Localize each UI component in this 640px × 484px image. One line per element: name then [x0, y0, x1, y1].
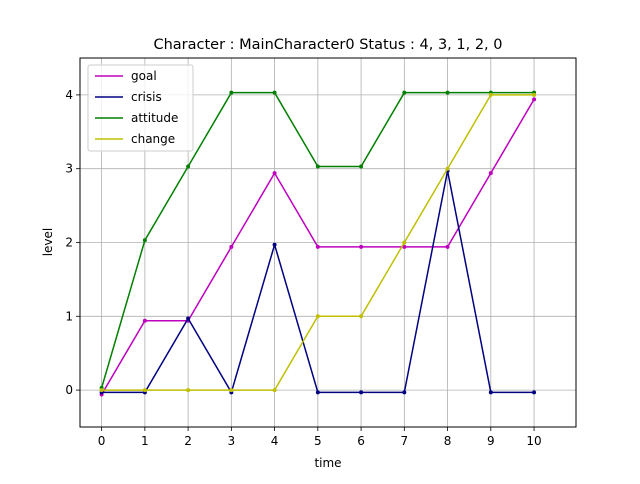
data-point-crisis: [186, 316, 191, 321]
data-point-change: [99, 388, 104, 393]
data-point-attitude: [142, 238, 147, 243]
data-point-goal: [229, 244, 234, 249]
data-point-crisis: [272, 242, 277, 247]
legend-label-goal: goal: [131, 69, 157, 83]
legend-label-change: change: [131, 132, 175, 146]
x-tick-label: 9: [487, 434, 495, 448]
data-point-change: [142, 388, 147, 393]
data-point-change: [315, 314, 320, 319]
data-point-change: [272, 388, 277, 393]
data-point-crisis: [488, 390, 493, 395]
legend: goal crisis attitude change: [87, 64, 194, 152]
data-point-goal: [488, 171, 493, 176]
data-point-attitude: [359, 164, 364, 169]
legend-label-attitude: attitude: [131, 111, 178, 125]
y-tick-label: 1: [65, 309, 73, 323]
data-point-goal: [532, 97, 537, 102]
x-tick-label: 2: [184, 434, 192, 448]
y-tick-label: 3: [65, 162, 73, 176]
data-point-goal: [142, 318, 147, 323]
data-point-crisis: [532, 390, 537, 395]
data-point-change: [532, 92, 537, 97]
data-point-attitude: [402, 90, 407, 95]
data-point-attitude: [229, 90, 234, 95]
data-point-change: [445, 166, 450, 171]
data-point-change: [359, 314, 364, 319]
data-point-goal: [445, 244, 450, 249]
y-tick-label: 4: [65, 88, 73, 102]
y-tick-label: 0: [65, 383, 73, 397]
x-tick-label: 4: [271, 434, 279, 448]
x-tick-label: 0: [98, 434, 106, 448]
x-tick-label: 10: [526, 434, 541, 448]
data-point-attitude: [445, 90, 450, 95]
data-point-crisis: [359, 390, 364, 395]
legend-box: [87, 64, 194, 152]
y-tick-label: 2: [65, 236, 73, 250]
x-tick-label: 6: [357, 434, 365, 448]
chart-title: Character : MainCharacter0 Status : 4, 3…: [153, 37, 502, 53]
data-point-goal: [272, 171, 277, 176]
x-tick-label: 8: [444, 434, 452, 448]
series-lines: [99, 90, 537, 397]
x-tick-label: 5: [314, 434, 322, 448]
data-point-change: [229, 388, 234, 393]
data-point-change: [402, 240, 407, 245]
data-point-attitude: [315, 164, 320, 169]
data-point-goal: [315, 244, 320, 249]
x-axis-ticks: 0 1 2 3 4 5 6 7 8 9 10: [98, 427, 542, 448]
x-tick-label: 1: [141, 434, 149, 448]
data-point-goal: [359, 244, 364, 249]
x-axis-label: time: [314, 456, 341, 470]
y-axis-label: level: [41, 228, 55, 257]
data-point-crisis: [402, 390, 407, 395]
y-axis-ticks: 0 1 2 3 4: [65, 88, 80, 397]
data-point-goal: [402, 244, 407, 249]
legend-label-crisis: crisis: [131, 90, 162, 104]
data-point-change: [488, 92, 493, 97]
x-tick-label: 7: [401, 434, 409, 448]
x-tick-label: 3: [228, 434, 236, 448]
data-point-attitude: [186, 164, 191, 169]
data-point-change: [186, 388, 191, 393]
data-point-crisis: [315, 390, 320, 395]
data-point-attitude: [272, 90, 277, 95]
